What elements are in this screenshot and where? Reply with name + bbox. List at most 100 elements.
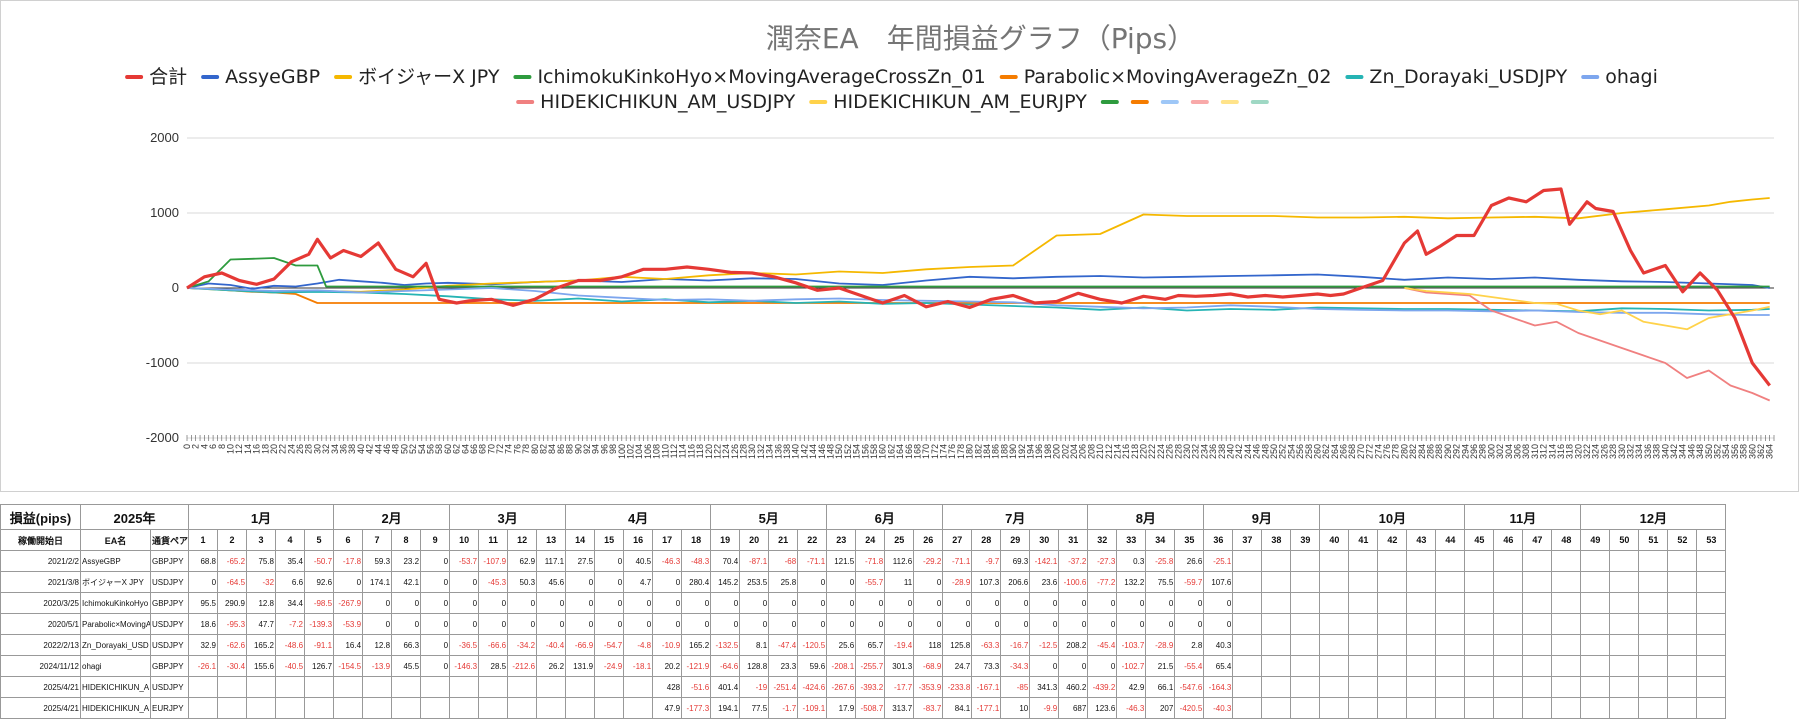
x-tick-label: 180: [965, 444, 975, 459]
ea-name: HIDEKICHIKUN_A: [80, 697, 151, 719]
week-value: -177.1: [971, 697, 1002, 719]
x-tick-label: 296: [1469, 444, 1479, 459]
week-value: -154.5: [333, 655, 364, 677]
week-value: -177.3: [681, 697, 712, 719]
week-value: [1522, 613, 1553, 635]
week-value: [1232, 550, 1263, 572]
week-value: [1464, 634, 1495, 656]
week-value: [1609, 592, 1640, 614]
x-tick-label: 250: [1269, 444, 1279, 459]
x-tick-label: 184: [982, 444, 992, 459]
week-value: [1580, 676, 1611, 698]
x-tick-label: 128: [739, 444, 749, 459]
week-value: 0: [710, 613, 741, 635]
week-value: 0: [623, 592, 654, 614]
column-header: 稼働開始日: [0, 529, 81, 551]
x-tick-label: 346: [1686, 444, 1696, 459]
x-tick-label: 124: [721, 444, 731, 459]
week-value: [1377, 697, 1408, 719]
x-tick-label: 228: [1173, 444, 1183, 459]
y-tick-label: 1000: [150, 205, 179, 220]
x-tick-label: 120: [704, 444, 714, 459]
week-value: -107.9: [478, 550, 509, 572]
ea-name: ボイジャーX JPY: [80, 571, 151, 593]
week-header: 47: [1522, 529, 1553, 551]
x-tick-label: 260: [1312, 444, 1322, 459]
week-header: 17: [652, 529, 683, 551]
week-value: [1667, 697, 1698, 719]
week-value: [1551, 550, 1582, 572]
week-header: 14: [565, 529, 596, 551]
week-value: [1232, 655, 1263, 677]
x-tick-label: 202: [1060, 444, 1070, 459]
week-value: [1406, 655, 1437, 677]
week-value: 0: [826, 613, 857, 635]
x-tick-label: 22: [278, 444, 288, 454]
week-value: [536, 676, 567, 698]
x-tick-label: 294: [1460, 444, 1470, 459]
week-value: [1638, 634, 1669, 656]
week-value: 0: [1058, 655, 1089, 677]
week-value: [1261, 655, 1292, 677]
week-value: [1667, 550, 1698, 572]
week-value: [333, 697, 364, 719]
week-value: [1522, 655, 1553, 677]
week-value: -45.4: [1087, 634, 1118, 656]
week-value: 0: [449, 592, 480, 614]
x-tick-label: 232: [1191, 444, 1201, 459]
x-tick-label: 26: [295, 444, 305, 454]
x-tick-label: 110: [660, 444, 670, 458]
pips-table: 損益(pips) 2025年 1月 2月 3月 4月 5月 6月 7月 8月 9月 10月 11月 12月…: [0, 504, 1727, 719]
week-value: [1290, 613, 1321, 635]
start-date: 2020/5/1: [0, 613, 81, 635]
week-header: 16: [623, 529, 654, 551]
x-tick-label: 158: [869, 444, 879, 459]
x-tick-label: 290: [1443, 444, 1453, 459]
week-header: 32: [1087, 529, 1118, 551]
week-value: [1580, 592, 1611, 614]
week-value: 0: [1174, 613, 1205, 635]
week-value: -109.1: [797, 697, 828, 719]
week-value: -64.6: [710, 655, 741, 677]
week-value: [362, 676, 393, 698]
x-tick-label: 192: [1017, 444, 1027, 459]
week-value: 0: [362, 613, 393, 635]
week-value: [1696, 550, 1727, 572]
week-value: 0: [362, 592, 393, 614]
week-value: -146.3: [449, 655, 480, 677]
week-value: [391, 697, 422, 719]
x-tick-label: 264: [1330, 444, 1340, 459]
x-tick-label: 278: [1391, 444, 1401, 459]
week-value: 0: [1029, 655, 1060, 677]
column-header: 通貨ペア: [149, 529, 190, 551]
x-tick-label: 14: [243, 444, 253, 454]
week-value: [1406, 634, 1437, 656]
week-value: -51.6: [681, 676, 712, 698]
week-value: [1580, 613, 1611, 635]
week-header: 52: [1667, 529, 1698, 551]
x-tick-label: 208: [1086, 444, 1096, 459]
week-header: 51: [1638, 529, 1669, 551]
x-tick-label: 268: [1347, 444, 1357, 459]
week-value: -36.5: [449, 634, 480, 656]
x-tick-label: 332: [1626, 444, 1636, 459]
week-value: -45.3: [478, 571, 509, 593]
currency-pair: GBPJPY: [149, 550, 190, 572]
month-header: 5月: [710, 504, 828, 530]
week-value: 0: [884, 613, 915, 635]
x-tick-label: 328: [1608, 444, 1618, 459]
x-tick-label: 244: [1243, 444, 1253, 459]
week-value: [1377, 550, 1408, 572]
x-tick-label: 90: [573, 444, 583, 454]
column-header: EA名: [80, 529, 151, 551]
week-value: 112.6: [884, 550, 915, 572]
week-value: -19.4: [884, 634, 915, 656]
table-row: 2020/3/25 IchimokuKinkoHyo GBPJPY 95.5 290.9…: [0, 592, 1727, 614]
week-value: -95.3: [217, 613, 248, 635]
x-tick-label: 136: [773, 444, 783, 459]
x-tick-label: 178: [956, 444, 966, 459]
week-value: 118: [913, 634, 944, 656]
week-value: -71.1: [942, 550, 973, 572]
week-value: [1522, 592, 1553, 614]
week-value: [1435, 592, 1466, 614]
